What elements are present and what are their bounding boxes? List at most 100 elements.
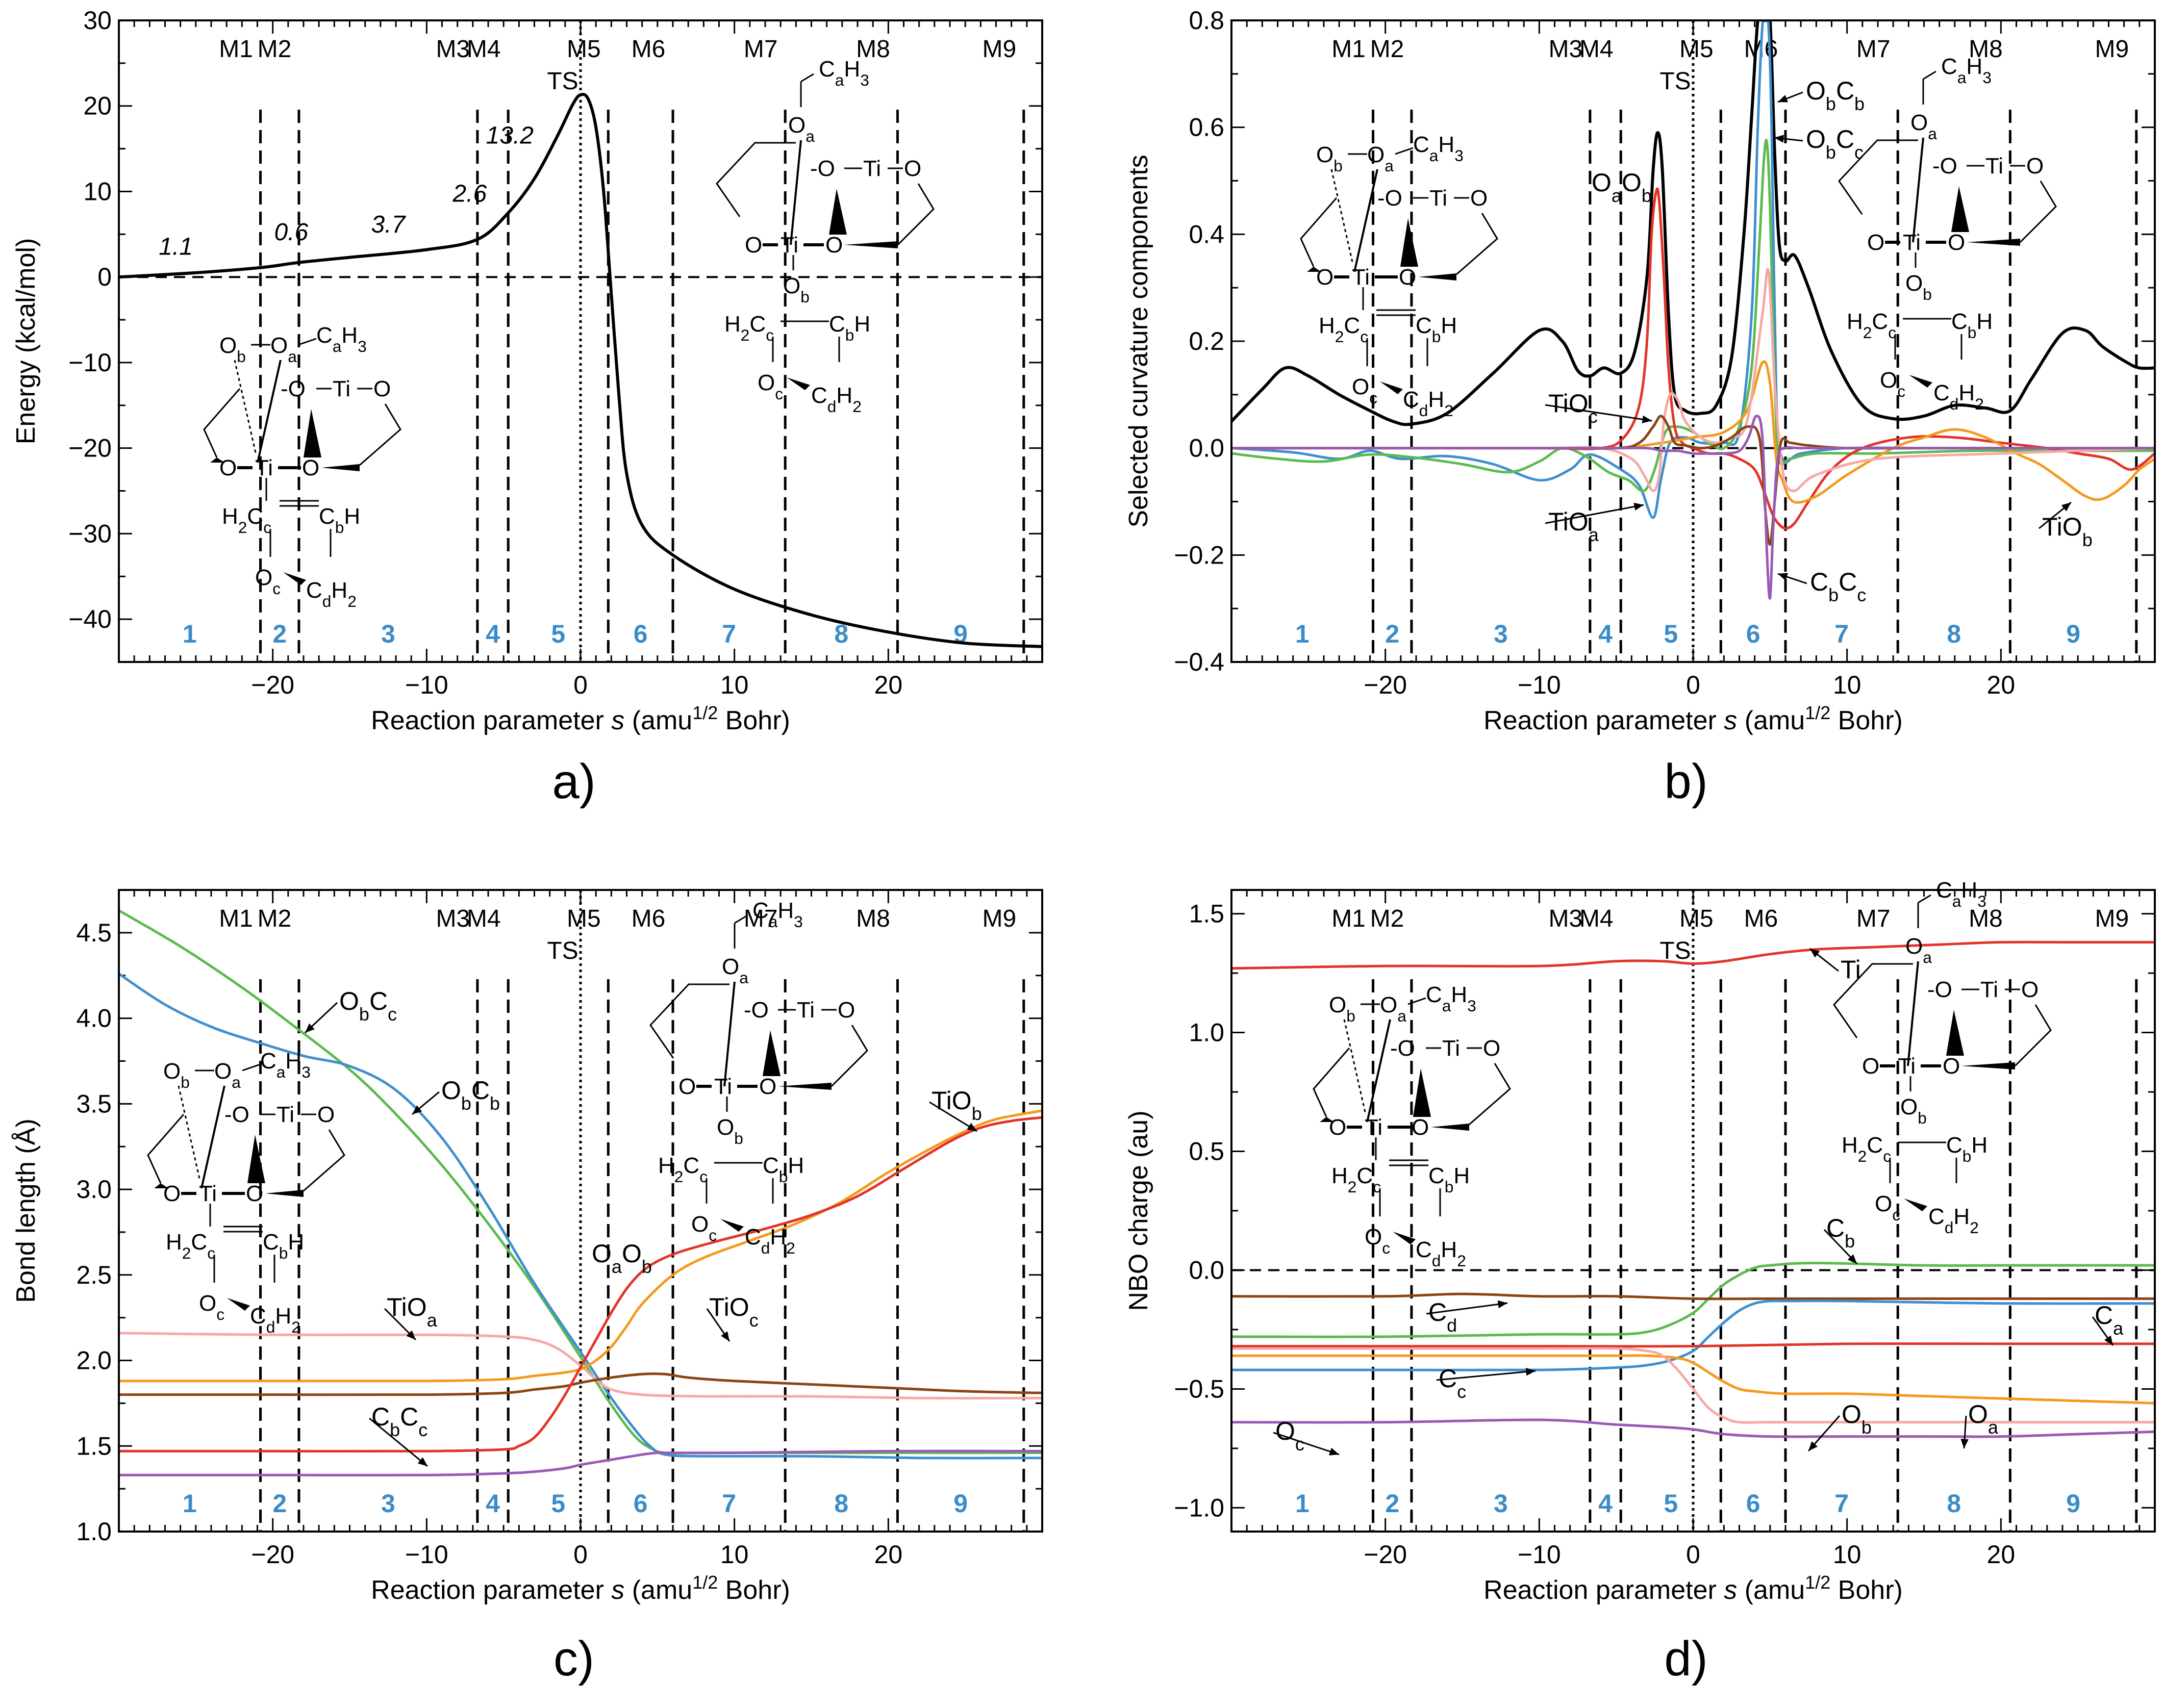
bond xyxy=(1912,137,1924,243)
panel-2: −20 −10 0 10 20 0.8 0.6 0.4 0.2 0.0 −0.2 −0.4 Reacti… xyxy=(1124,6,2156,809)
atom-cbh: CbH xyxy=(1416,313,1457,346)
label-cbcc-part: C xyxy=(371,1403,390,1431)
atom-ob-part: O xyxy=(717,1115,734,1140)
atom-ob-part: O xyxy=(1900,1094,1918,1119)
atom-oa-part: a xyxy=(1923,948,1932,966)
atom-h2cc-part: 2 xyxy=(1348,1178,1357,1196)
atom-ch3-part: a xyxy=(1429,146,1439,165)
region-number-6: 6 xyxy=(634,620,648,648)
atom-o: O xyxy=(1399,265,1416,290)
label-cbcc-part: c xyxy=(1857,584,1866,605)
atom-h2cc-part: 2 xyxy=(182,1244,191,1262)
x-tick-label: 20 xyxy=(1987,1540,2016,1569)
x-tick-label: 20 xyxy=(874,1540,903,1569)
label-obcb: ObCb xyxy=(441,1076,500,1114)
atom-o: O xyxy=(838,998,855,1023)
series-line-cbcc xyxy=(119,1449,1042,1477)
atom-ch3-part: H xyxy=(844,57,860,82)
arrow-obcb-head xyxy=(412,1105,422,1114)
marker-label-m2: M2 xyxy=(258,36,292,63)
atom-h2cc: H2Cc xyxy=(658,1153,708,1186)
arrow-oc-head xyxy=(1329,1447,1339,1456)
ring xyxy=(831,1025,868,1087)
region-number-5: 5 xyxy=(551,1489,565,1518)
label-obcb-part: b xyxy=(1826,93,1836,114)
atom-cbh-part: C xyxy=(1946,1133,1962,1158)
label-obcb: ObCb xyxy=(1806,77,1865,114)
y-axis-label: NBO charge (au) xyxy=(1124,1110,1153,1311)
marker-label-m9: M9 xyxy=(982,905,1016,932)
label-tioc-part: O xyxy=(729,1293,749,1321)
x-tick-label: 0 xyxy=(1686,671,1700,699)
label-cbcc-part: C xyxy=(400,1403,418,1431)
atom-ch3-part: H xyxy=(285,1049,301,1074)
region-number-2: 2 xyxy=(272,620,287,648)
label-oaob-part: b xyxy=(1642,185,1652,206)
atom-h2cc-part: H xyxy=(222,504,238,529)
x-axis-label: Reaction parameter s (amu1/2 Bohr) xyxy=(371,1572,790,1605)
x-axis-label-part: Bohr) xyxy=(718,706,790,735)
arrow-oa-head xyxy=(1960,1439,1969,1448)
atom-oc-part: O xyxy=(255,565,272,590)
region-number-5: 5 xyxy=(1664,620,1678,648)
bond xyxy=(1395,147,1414,155)
wedge xyxy=(844,241,898,248)
label-obcc-part: O xyxy=(1806,125,1826,154)
y-tick-label: 3.0 xyxy=(76,1175,112,1204)
region-number-4: 4 xyxy=(486,1489,500,1518)
atom-ch3-part: 3 xyxy=(358,337,367,355)
series-line-tioc xyxy=(119,1372,1042,1396)
atom-oa-part: a xyxy=(739,968,748,987)
atom-cdh2-part: 2 xyxy=(1457,1252,1466,1270)
label-cbcc-part: c xyxy=(418,1419,427,1440)
label-tiob: TiOb xyxy=(2042,513,2093,550)
atom-o: O xyxy=(1470,186,1488,211)
atom-ch3-part: a xyxy=(835,71,844,89)
atom-oa: Oa xyxy=(1910,110,1937,143)
ring xyxy=(359,403,401,466)
atom-cdh2-part: H xyxy=(1428,387,1444,412)
wedge xyxy=(1320,1117,1334,1122)
atom-oc-part: c xyxy=(1892,1206,1900,1224)
label-tioa-part: a xyxy=(1589,524,1599,545)
x-tick-label: 20 xyxy=(1987,671,2016,699)
bond xyxy=(1353,169,1378,272)
atom-ch3-part: C xyxy=(752,898,769,923)
atom-oa-part: a xyxy=(1397,1007,1406,1025)
region-number-6: 6 xyxy=(634,1489,648,1518)
bond xyxy=(200,1085,225,1189)
atom-ch3-part: H xyxy=(777,898,794,923)
atom-ob-part: b xyxy=(237,347,246,366)
atom-cdh2-part: H xyxy=(1953,1204,1970,1229)
ring xyxy=(1300,197,1338,267)
region-number-2: 2 xyxy=(272,1489,287,1518)
atom-ob-part: b xyxy=(734,1129,743,1148)
arrow-tiob-head xyxy=(967,1123,977,1131)
atom-o: O xyxy=(1329,1115,1346,1140)
atom-oa-part: O xyxy=(270,333,288,358)
y-tick-label: −20 xyxy=(68,434,112,463)
atom-cdh2-part: d xyxy=(322,592,332,610)
x-axis-label-part: Reaction parameter xyxy=(1483,706,1724,735)
marker-label-m8: M8 xyxy=(856,905,890,932)
wedge xyxy=(1400,218,1418,267)
atom-ch3-part: C xyxy=(1413,132,1429,157)
x-axis-label-part: Bohr) xyxy=(718,1575,790,1605)
panel-3: −20 −10 0 10 20 4.5 4.0 3.5 3.0 2.5 2.0 1.5 1.0 React… xyxy=(11,889,1043,1686)
energy-annotation: 0.6 xyxy=(274,219,308,246)
label-cb-part: C xyxy=(1826,1214,1845,1242)
atom-h2cc-part: C xyxy=(191,1230,207,1255)
y-tick-label: −0.5 xyxy=(1174,1374,1224,1403)
atom-h2cc-part: c xyxy=(766,326,774,344)
marker-label-m1: M1 xyxy=(219,905,253,932)
panel-caption: b) xyxy=(1664,754,1707,809)
bond xyxy=(723,981,736,1087)
region-number-3: 3 xyxy=(1494,620,1508,648)
label-oa: Oa xyxy=(1968,1400,1999,1438)
atom-h2cc: H2Cc xyxy=(166,1230,215,1262)
x-tick-label: 20 xyxy=(874,671,903,699)
label-cbcc-part: b xyxy=(1828,584,1839,605)
atom-h2cc-part: H xyxy=(1331,1163,1348,1188)
series-line-cb xyxy=(1231,1261,2155,1338)
atom-h2cc-part: 2 xyxy=(1863,323,1872,342)
